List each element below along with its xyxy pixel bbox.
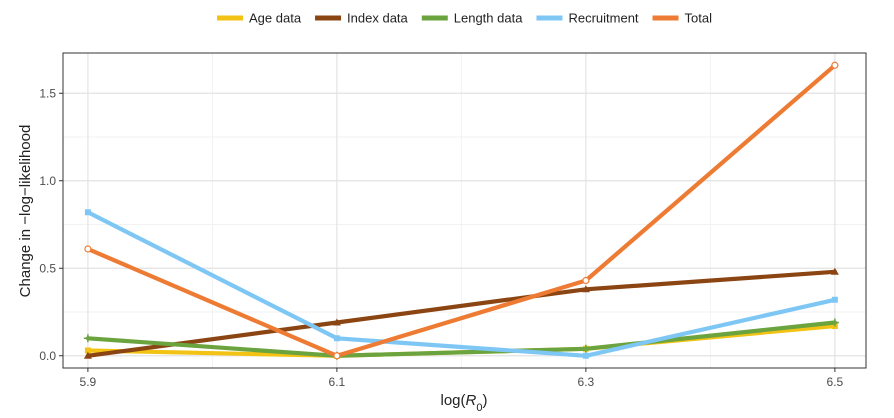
series-line-recruitment [85,210,838,358]
y-tick-label: 1.5 [39,86,56,100]
series-line-index-data [85,269,838,358]
series-total [84,61,839,360]
series-recruitment [84,209,838,359]
x-axis-title-sub: 0 [476,402,482,414]
x-tick-label: 6.3 [578,375,595,389]
series-line-total [85,63,838,358]
legend-item-recruitment: Recruitment [536,11,639,26]
data-point-index-data [83,351,92,359]
data-point-total [582,276,590,285]
data-point-total [333,352,341,360]
y-tick-label: 1.0 [39,174,56,188]
plot-area [62,52,867,369]
series-line-length-data [85,320,838,358]
data-point-age-data [84,347,91,354]
x-axis-title-close: ) [482,392,487,409]
legend-item-age-data: Age data [217,11,302,26]
legend-label: Total [685,11,713,26]
data-point-length-data [581,344,590,353]
x-axis-title: log(R0) [441,392,488,414]
panel-border [62,52,867,369]
y-tick-label: 0.0 [39,349,56,363]
data-point-total [831,61,839,69]
x-axis-title-main: log( [441,392,466,409]
legend-item-total: Total [652,11,713,26]
legend-item-length-data: Length data [421,11,523,26]
data-point-recruitment [582,352,589,359]
data-point-length-data [830,318,839,327]
x-tick-label: 5.9 [80,375,97,389]
x-tick-label: 6.5 [827,375,844,389]
x-axis: 5.9 6.1 6.3 6.5 [80,368,844,389]
legend-label: Index data [347,11,408,26]
legend-item-index-data: Index data [315,11,409,26]
legend-label: Recruitment [568,11,638,26]
data-point-total [84,245,92,253]
data-point-length-data [83,334,92,343]
data-point-recruitment [831,296,838,303]
x-tick-label: 6.1 [329,375,346,389]
series-index-data [83,267,839,359]
y-axis: 0.0 0.5 1.0 1.5 [39,86,63,363]
legend: Age data Index data Length data Recruitment… [217,11,712,26]
data-point-recruitment [333,335,340,342]
y-tick-label: 0.5 [39,261,56,275]
legend-label: Length data [454,11,523,26]
data-point-index-data [332,318,341,326]
x-axis-title-var: R [466,392,477,409]
y-axis-title: Change in −log−likelihood [17,125,34,298]
data-point-recruitment [84,209,91,216]
data-point-index-data [581,285,590,293]
data-point-index-data [830,267,839,275]
legend-label: Age data [249,11,302,26]
